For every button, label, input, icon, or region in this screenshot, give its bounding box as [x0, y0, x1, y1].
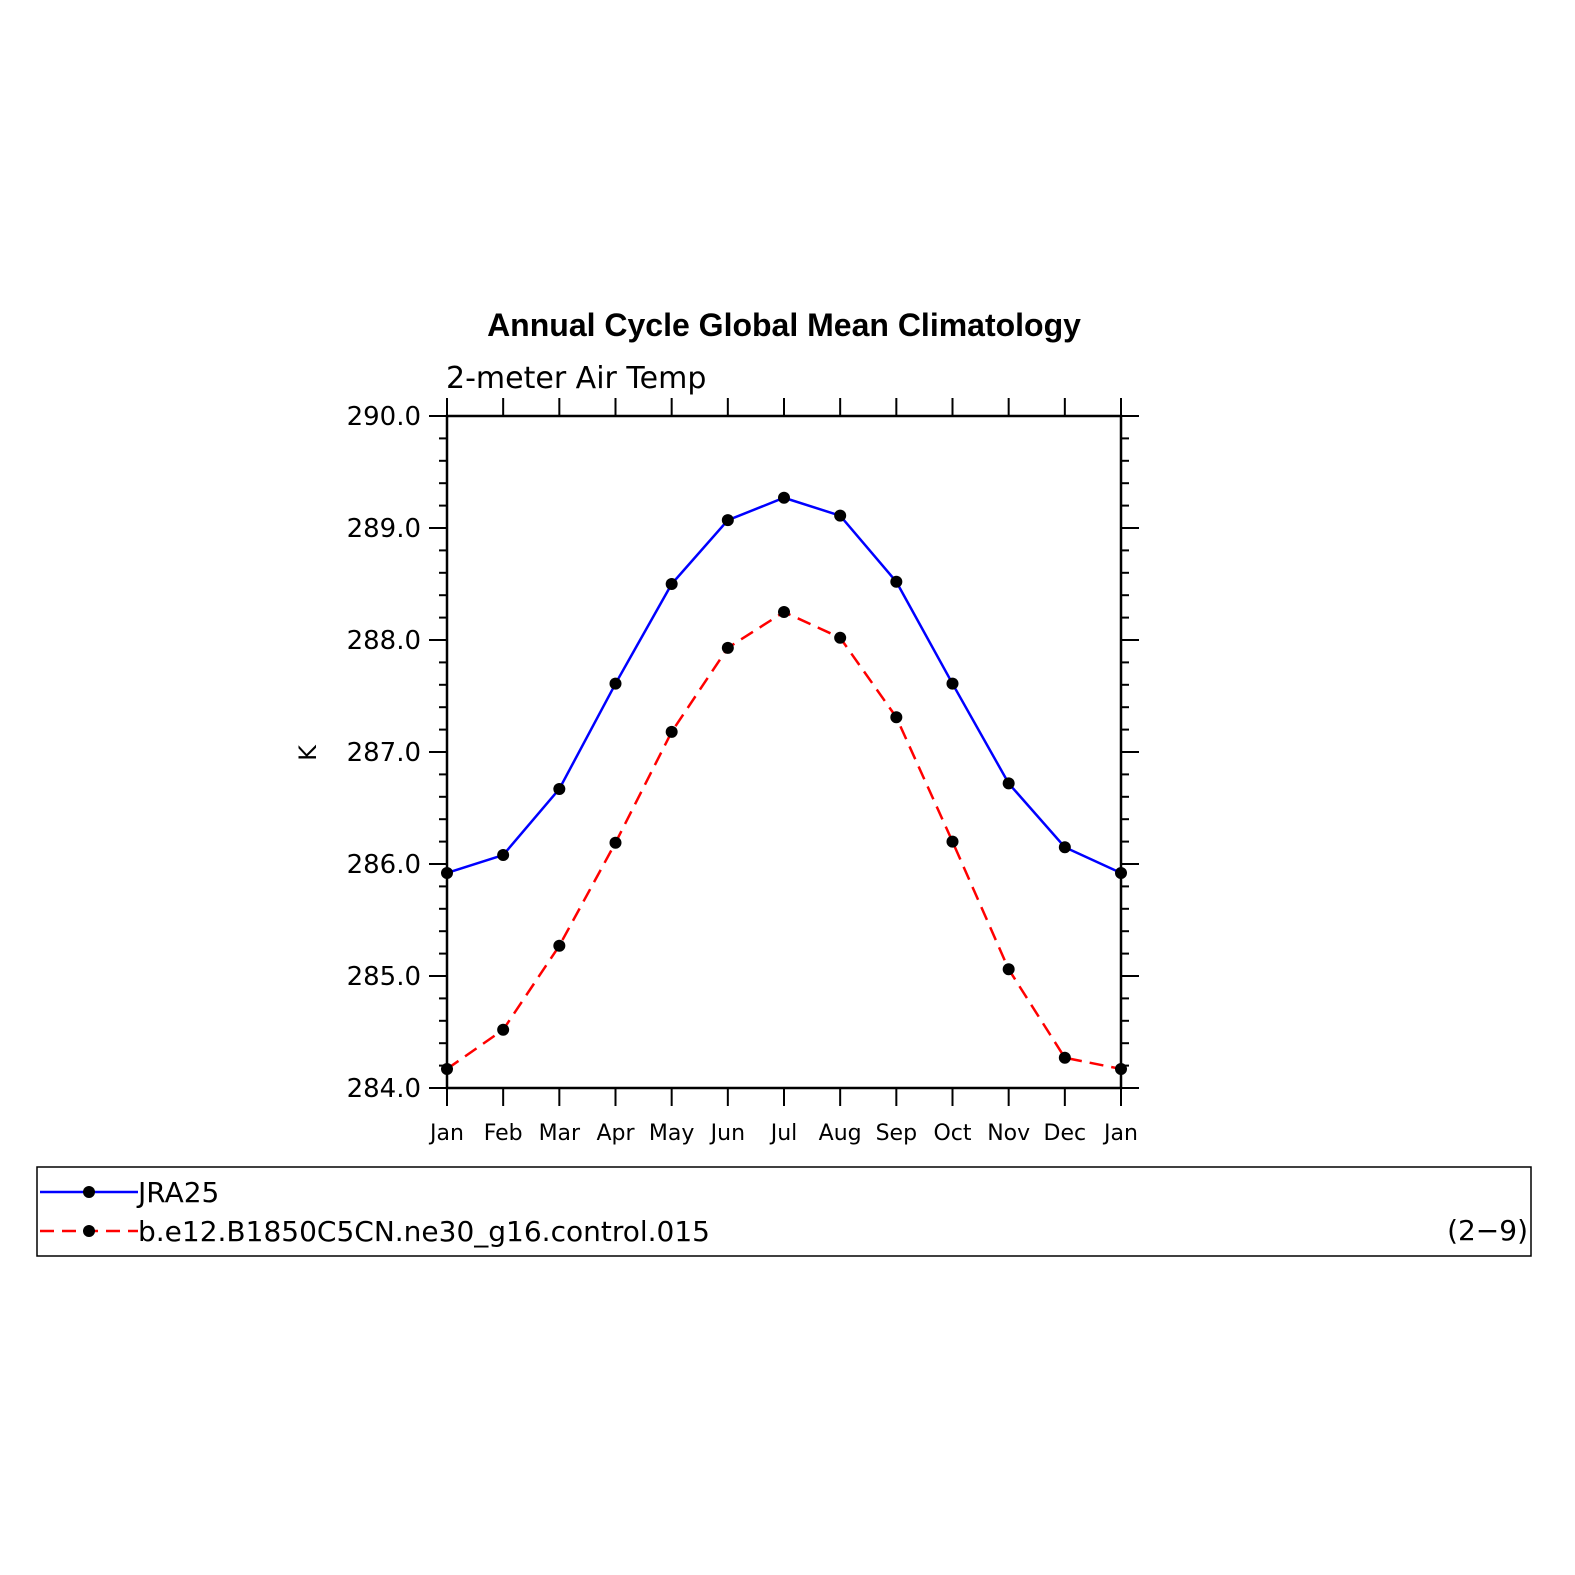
chart-title: Annual Cycle Global Mean Climatology — [487, 307, 1081, 343]
data-point — [721, 641, 734, 654]
data-point — [890, 575, 903, 588]
data-point — [1058, 841, 1071, 854]
x-axis: Jan Feb Mar Apr May Jun Jul Aug Sep Oct Nov Dec Jan — [428, 398, 1138, 1146]
series-2 — [441, 606, 1127, 1075]
data-point — [497, 849, 510, 862]
x-tick-label: May — [649, 1121, 694, 1146]
series-layer — [441, 491, 1127, 1075]
y-tick-label: 288.0 — [347, 626, 421, 656]
data-point — [834, 631, 847, 644]
y-tick-label: 289.0 — [347, 514, 421, 544]
x-tick-label: Feb — [484, 1121, 523, 1146]
data-point — [553, 939, 566, 952]
data-point — [1002, 963, 1015, 976]
data-point — [497, 1023, 510, 1036]
x-tick-label: Dec — [1044, 1121, 1087, 1146]
legend-label: b.e12.B1850C5CN.ne30_g16.control.015 — [138, 1215, 710, 1248]
legend-swatch-marker — [83, 1225, 95, 1237]
x-tick-label: Mar — [539, 1121, 581, 1146]
y-tick-label: 286.0 — [347, 850, 421, 880]
series-line — [446, 496, 1122, 875]
y-tick-label: 287.0 — [347, 738, 421, 768]
legend-note: (2−9) — [1447, 1214, 1528, 1247]
data-point — [946, 835, 959, 848]
x-tick-label: Apr — [596, 1121, 635, 1146]
data-point — [834, 509, 847, 522]
y-axis: 284.0 285.0 286.0 287.0 288.0 289.0 290.0 — [347, 402, 1139, 1104]
series-1 — [441, 491, 1127, 879]
x-tick-label: Sep — [876, 1121, 917, 1146]
legend-box — [36, 1166, 1532, 1257]
y-tick-label: 284.0 — [347, 1074, 421, 1104]
data-point — [1058, 1051, 1071, 1064]
x-tick-label: Jan — [428, 1121, 464, 1146]
y-axis-label: K — [294, 744, 322, 761]
data-point — [441, 1062, 453, 1075]
data-point — [946, 677, 959, 690]
legend: JRA25 b.e12.B1850C5CN.ne30_g16.control.01… — [36, 1166, 1532, 1257]
x-tick-label: Nov — [987, 1121, 1030, 1146]
data-point — [721, 514, 734, 527]
series-line — [446, 610, 1122, 1071]
y-tick-label: 285.0 — [347, 962, 421, 992]
x-tick-label: Aug — [819, 1121, 862, 1146]
x-tick-label: Jan — [1102, 1121, 1138, 1146]
chart-subtitle: 2-meter Air Temp — [446, 361, 706, 396]
x-tick-label: Jun — [709, 1121, 745, 1146]
legend-swatch-marker — [83, 1186, 95, 1198]
data-point — [553, 782, 566, 795]
data-point — [665, 578, 678, 590]
data-point — [890, 711, 903, 724]
data-point — [665, 725, 678, 738]
data-point — [778, 491, 790, 504]
data-point — [441, 866, 453, 879]
data-point — [778, 606, 790, 618]
data-point — [609, 677, 622, 690]
data-point — [1115, 1062, 1127, 1075]
data-point — [1115, 866, 1127, 879]
data-point — [609, 836, 622, 849]
y-tick-label: 290.0 — [347, 402, 421, 432]
legend-label: JRA25 — [136, 1176, 219, 1209]
x-tick-label: Jul — [769, 1121, 798, 1146]
x-tick-label: Oct — [933, 1121, 971, 1146]
data-point — [1002, 777, 1015, 790]
